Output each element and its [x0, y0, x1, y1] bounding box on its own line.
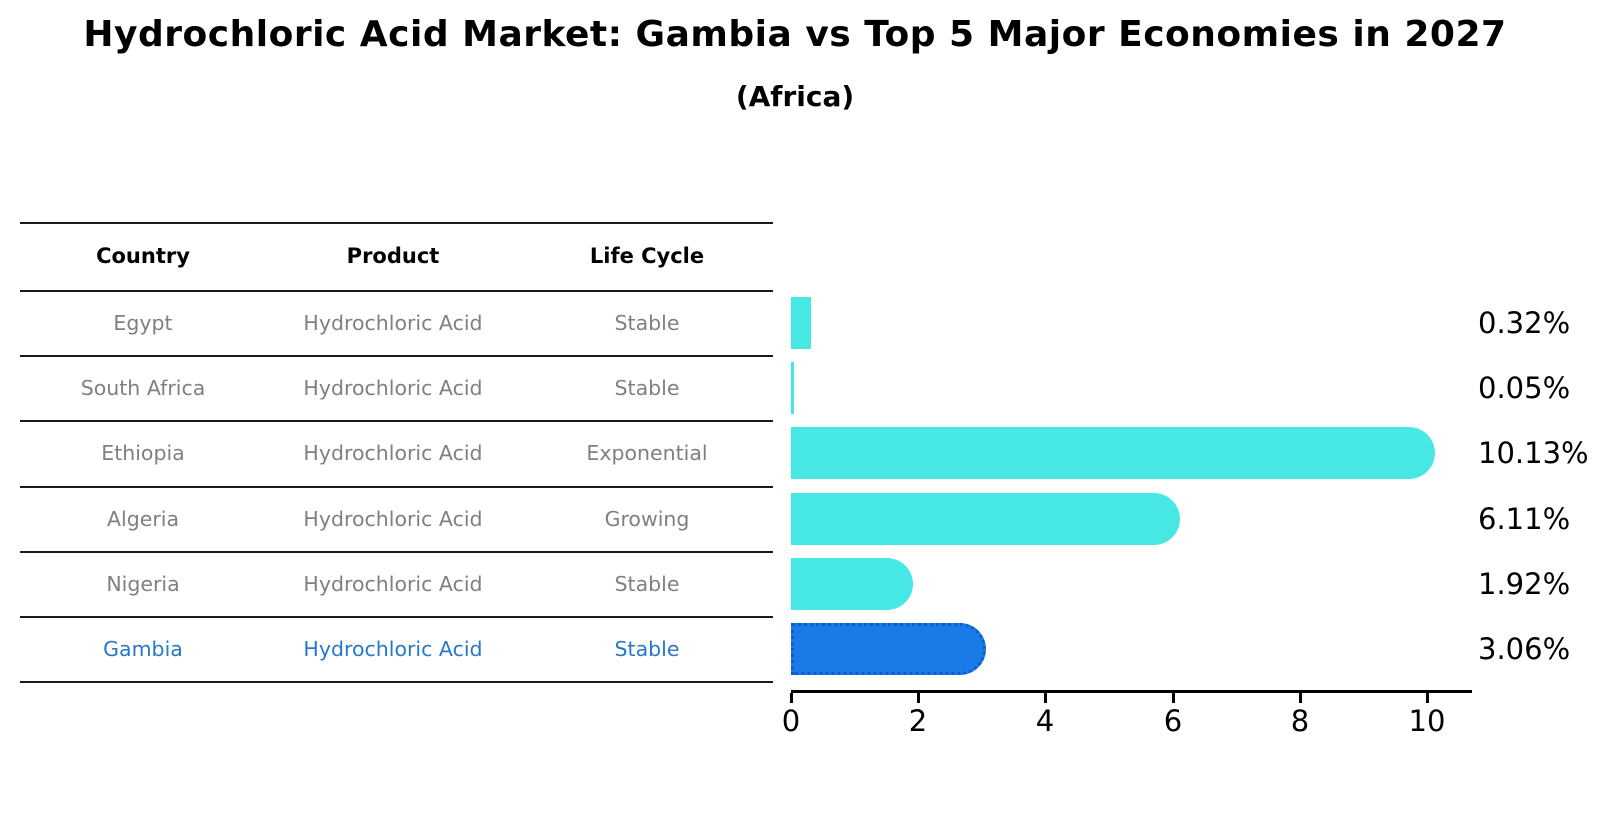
life-cycle-cell: Growing — [604, 507, 690, 531]
x-axis-tick — [917, 693, 920, 703]
x-axis-tick — [790, 693, 793, 703]
page-title: Hydrochloric Acid Market: Gambia vs Top … — [83, 14, 1507, 55]
bar-egypt — [791, 297, 812, 349]
product-cell: Hydrochloric Acid — [303, 572, 483, 596]
table-border — [20, 681, 773, 683]
country-cell: Gambia — [103, 637, 183, 661]
x-axis-tick — [1299, 693, 1302, 703]
column-header-life-cycle: Life Cycle — [589, 244, 705, 268]
value-label: 0.05% — [1478, 371, 1571, 405]
country-cell: Nigeria — [106, 572, 180, 596]
x-axis-tick — [1172, 693, 1175, 703]
life-cycle-cell: Stable — [614, 376, 680, 400]
life-cycle-cell: Stable — [614, 637, 680, 661]
x-axis-tick-label: 8 — [1290, 704, 1310, 738]
table-border — [20, 420, 773, 422]
x-axis-tick-label: 4 — [1035, 704, 1055, 738]
x-axis-tick — [1426, 693, 1429, 703]
life-cycle-cell: Exponential — [586, 441, 708, 465]
product-cell: Hydrochloric Acid — [303, 441, 483, 465]
value-label: 1.92% — [1478, 567, 1571, 601]
x-axis-tick-label: 0 — [781, 704, 801, 738]
x-axis-tick-label: 2 — [908, 704, 928, 738]
country-cell: Ethiopia — [101, 441, 185, 465]
bar-algeria — [791, 493, 1180, 545]
country-cell: South Africa — [80, 376, 206, 400]
value-label: 6.11% — [1478, 502, 1571, 536]
page-subtitle: (Africa) — [735, 80, 855, 113]
bar-south-africa — [791, 362, 795, 414]
x-axis-line — [791, 690, 1472, 693]
table-border — [20, 355, 773, 357]
value-label: 0.32% — [1478, 306, 1571, 340]
life-cycle-cell: Stable — [614, 572, 680, 596]
table-border — [20, 290, 773, 292]
country-cell: Egypt — [113, 311, 173, 335]
x-axis-tick — [1044, 693, 1047, 703]
value-label: 10.13% — [1478, 436, 1589, 470]
table-border — [20, 486, 773, 488]
product-cell: Hydrochloric Acid — [303, 311, 483, 335]
table-border — [20, 616, 773, 618]
product-cell: Hydrochloric Acid — [303, 507, 483, 531]
product-cell: Hydrochloric Acid — [303, 376, 483, 400]
bar-nigeria — [791, 558, 914, 610]
table-border — [20, 551, 773, 553]
value-label: 3.06% — [1478, 632, 1571, 666]
x-axis-tick-label: 6 — [1163, 704, 1183, 738]
life-cycle-cell: Stable — [614, 311, 680, 335]
country-cell: Algeria — [106, 507, 180, 531]
column-header-country: Country — [96, 244, 190, 268]
bar-gambia — [791, 623, 986, 675]
column-header-product: Product — [346, 244, 440, 268]
x-axis-tick-label: 10 — [1408, 704, 1446, 738]
table-border — [20, 222, 773, 224]
bar-ethiopia — [791, 427, 1436, 479]
product-cell: Hydrochloric Acid — [303, 637, 483, 661]
